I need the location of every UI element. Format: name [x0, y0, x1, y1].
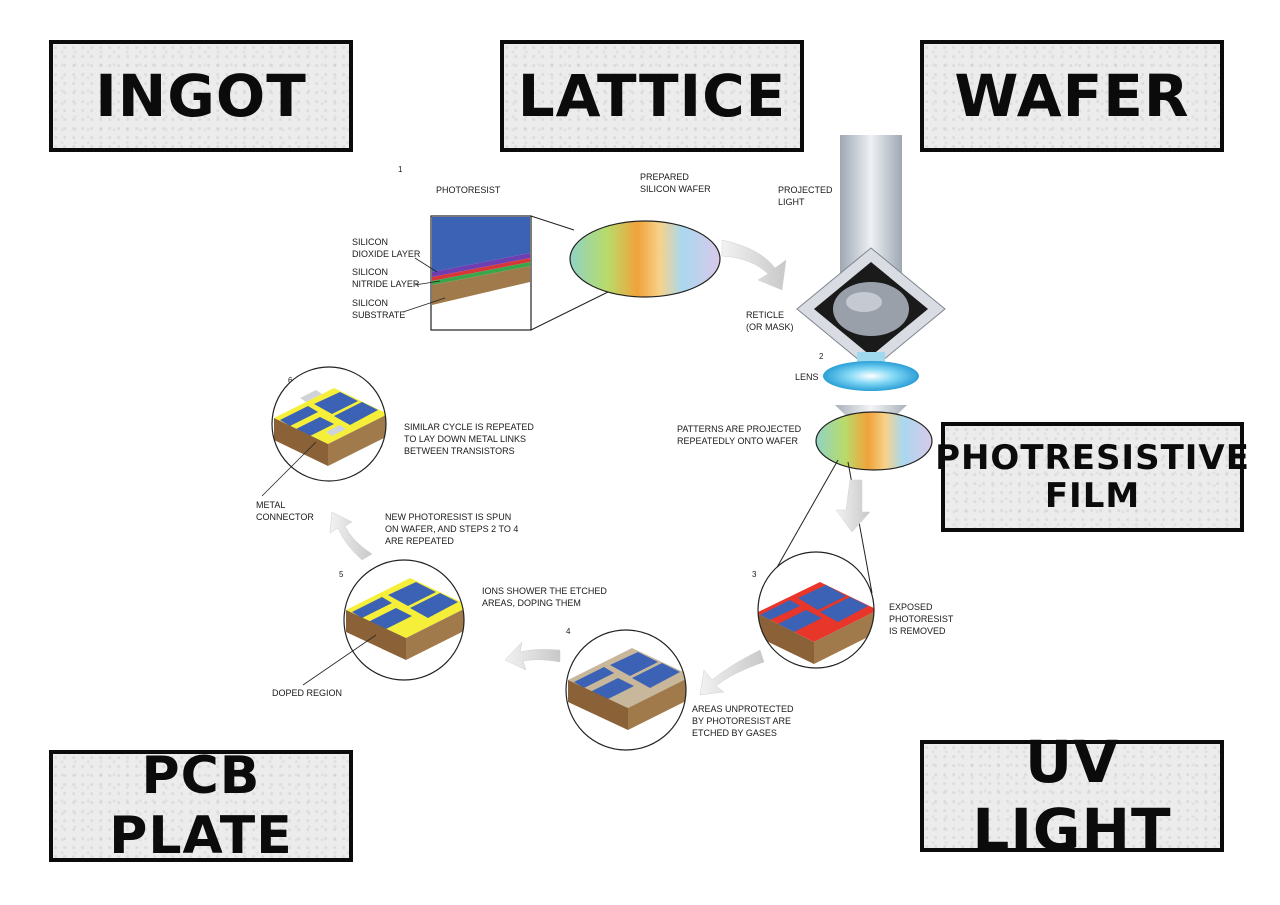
label-projected-light: PROJECTED LIGHT: [778, 185, 833, 207]
flow-arrow-1: [721, 239, 787, 291]
leader-dioxide: [414, 257, 438, 273]
label-exposed-removed: EXPOSED PHOTORESIST IS REMOVED: [889, 602, 954, 636]
step-3-number: 3: [752, 570, 757, 579]
label-reticle: RETICLE (OR MASK): [746, 310, 794, 332]
tile-photoresistive-line2: FILM: [1044, 476, 1141, 516]
tile-uv-light-label: UV LIGHT: [972, 728, 1172, 864]
prepared-wafer: [569, 220, 721, 298]
exposed-wafer: [815, 411, 933, 471]
step-6-circle: [271, 366, 387, 482]
step-3-circle: [757, 551, 875, 669]
tile-lattice: LATTICE: [500, 40, 804, 152]
step-6-number: 6: [288, 376, 293, 385]
label-silicon-dioxide: SILICON DIOXIDE LAYER: [352, 237, 421, 259]
label-ions-shower: IONS SHOWER THE ETCHED AREAS, DOPING THEM: [482, 586, 607, 608]
step-5-number: 5: [339, 570, 344, 579]
label-doped-region: DOPED REGION: [272, 688, 342, 698]
tile-pcb-plate: PCB PLATE: [49, 746, 353, 866]
label-silicon-nitride: SILICON NITRIDE LAYER: [352, 267, 420, 289]
tile-uv-light: UV LIGHT: [920, 728, 1224, 864]
leader-metal-connector: [261, 441, 317, 497]
label-photoresist: PHOTORESIST: [436, 185, 501, 195]
tile-photoresistive-film: PHOTRESISTIVE FILM: [935, 422, 1249, 532]
tile-wafer: WAFER: [920, 40, 1224, 152]
tile-lattice-label: LATTICE: [517, 62, 787, 130]
reticle: [796, 247, 946, 371]
tile-ingot: INGOT: [49, 40, 353, 152]
label-similar-cycle: SIMILAR CYCLE IS REPEATED TO LAY DOWN MET…: [404, 422, 534, 456]
label-lens: LENS: [795, 372, 819, 382]
lens: [823, 361, 919, 391]
step-1-number: 1: [398, 165, 403, 174]
leader-doped-region: [302, 634, 377, 686]
layer-cross-section: [430, 215, 609, 331]
label-patterns-projected: PATTERNS ARE PROJECTED REPEATEDLY ONTO WA…: [677, 424, 802, 446]
step-5-circle: [343, 559, 465, 681]
leader-nitride: [414, 280, 441, 286]
flow-arrow-2: [835, 479, 871, 533]
label-new-photoresist: NEW PHOTORESIST IS SPUN ON WAFER, AND STE…: [385, 512, 518, 546]
step-4-number: 4: [566, 627, 571, 636]
step-4-circle: [565, 629, 687, 751]
label-metal-connector: METAL CONNECTOR: [256, 500, 314, 522]
flow-arrow-3: [699, 649, 765, 696]
leader-substrate: [402, 297, 446, 313]
flow-arrow-4: [504, 641, 561, 671]
tile-ingot-label: INGOT: [95, 62, 307, 130]
label-prepared-wafer: PREPARED SILICON WAFER: [640, 172, 711, 194]
tile-photoresistive-line1: PHOTRESISTIVE: [935, 438, 1250, 478]
label-etched-by-gases: AREAS UNPROTECTED BY PHOTORESIST ARE ETCHE…: [692, 704, 794, 738]
flow-arrow-5: [329, 511, 373, 561]
label-silicon-substrate: SILICON SUBSTRATE: [352, 298, 405, 320]
step-2-number: 2: [819, 352, 824, 361]
tile-wafer-label: WAFER: [954, 62, 1190, 130]
tile-pcb-plate-label: PCB PLATE: [109, 746, 293, 866]
